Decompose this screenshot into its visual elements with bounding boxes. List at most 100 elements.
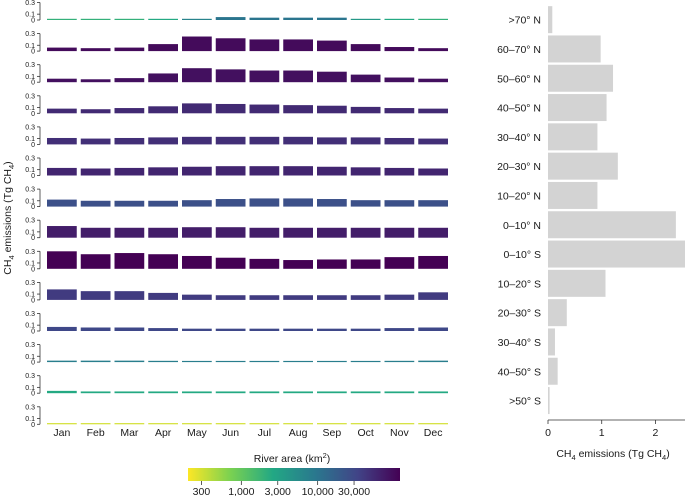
- monthly-bar: [215, 103, 246, 114]
- monthly-bar: [80, 423, 111, 425]
- monthly-bar: [47, 78, 77, 83]
- monthly-bar: [80, 291, 111, 300]
- latitude-label: 0–10° N: [503, 220, 541, 232]
- monthly-bar: [418, 255, 448, 269]
- monthly-bar: [350, 137, 381, 145]
- monthly-bar: [80, 168, 111, 176]
- monthly-bar: [350, 18, 381, 20]
- latitude-bar: [548, 387, 550, 415]
- monthly-bar: [182, 103, 212, 114]
- monthly-bar: [350, 360, 381, 363]
- panel-y-tick-label: 0: [31, 235, 35, 242]
- monthly-bar: [317, 360, 347, 363]
- monthly-bar: [215, 227, 246, 238]
- panel-y-tick-label: 0.3: [25, 373, 35, 380]
- panel-y-tick-label: 0.1: [25, 354, 35, 361]
- monthly-bar: [350, 167, 381, 176]
- monthly-bar: [249, 166, 280, 176]
- panel-y-tick-label: 0: [31, 266, 35, 273]
- panel-row: 0.3 0.10: [25, 93, 448, 118]
- panel-y-tick-label: 0.1: [25, 323, 35, 330]
- latitude-label: 10–20° S: [498, 278, 541, 290]
- monthly-panels: 0.30.100.30.100.30.100.30.100.30.100.30.…: [25, 0, 448, 429]
- latitude-x-tick-label: 2: [653, 427, 659, 439]
- month-label: Mar: [120, 427, 139, 439]
- monthly-bar: [418, 48, 448, 52]
- latitude-label: 50–60° N: [497, 73, 541, 85]
- monthly-bar: [283, 17, 313, 20]
- monthly-bar: [317, 17, 347, 20]
- panel-y-tick-label: 0.3: [25, 62, 35, 69]
- monthly-bar: [418, 292, 448, 300]
- panel-row: 0.3 0.10: [25, 124, 448, 149]
- monthly-bar: [350, 295, 381, 300]
- colorbar-tick-label: 3,000: [265, 486, 291, 496]
- monthly-bar: [350, 391, 381, 394]
- ylabel-part-1: CH: [2, 260, 14, 275]
- monthly-bar: [148, 73, 178, 83]
- monthly-bar: [249, 198, 280, 207]
- monthly-bar: [182, 255, 212, 269]
- month-label: Jul: [258, 427, 271, 439]
- colorbar-title-part-2: ): [327, 453, 331, 465]
- monthly-bar: [47, 167, 77, 176]
- monthly-bar: [148, 254, 178, 269]
- month-label: May: [187, 427, 208, 439]
- monthly-bar: [283, 260, 313, 269]
- panel-y-tick-label: 0.3: [25, 311, 35, 318]
- monthly-bar: [47, 390, 77, 394]
- panel-row: 0.3 0.10: [25, 31, 448, 56]
- latitude-label: 20–30° N: [497, 161, 541, 173]
- monthly-bar: [317, 105, 347, 114]
- monthly-bar: [317, 259, 347, 269]
- monthly-bar: [114, 137, 145, 145]
- monthly-bar: [148, 44, 178, 52]
- monthly-bar: [249, 423, 280, 425]
- monthly-bar: [182, 36, 212, 52]
- panel-y-tick-label: 0: [31, 49, 35, 56]
- monthly-bar: [114, 47, 145, 52]
- monthly-bar: [350, 259, 381, 269]
- monthly-bar: [182, 18, 212, 20]
- panel-y-tick-label: 0.3: [25, 124, 35, 131]
- monthly-bar: [215, 257, 246, 269]
- monthly-bar: [283, 227, 313, 238]
- monthly-bar: [80, 227, 111, 238]
- month-label: Nov: [390, 427, 409, 439]
- monthly-bar: [215, 360, 246, 363]
- panel-y-tick-label: 0.3: [25, 249, 35, 256]
- panel-y-tick-label: 0.1: [25, 385, 35, 392]
- monthly-bar: [249, 258, 280, 269]
- monthly-bar: [80, 138, 111, 145]
- monthly-bar: [384, 77, 415, 83]
- latitude-label: 40–50° N: [497, 103, 541, 115]
- panel-y-tick-label: 0.1: [25, 136, 35, 143]
- monthly-bar: [215, 69, 246, 83]
- monthly-bar: [80, 109, 111, 114]
- monthly-bar: [317, 166, 347, 176]
- monthly-bar: [148, 18, 178, 20]
- panel-y-tick-label: 0: [31, 422, 35, 429]
- monthly-bar: [384, 423, 415, 425]
- latitude-bar: [548, 211, 676, 239]
- monthly-bar: [317, 328, 347, 331]
- monthly-bar: [350, 74, 381, 83]
- monthly-bar: [350, 328, 381, 331]
- monthly-bar: [249, 391, 280, 394]
- latitude-bar: [548, 181, 598, 209]
- monthly-bar: [249, 328, 280, 331]
- panel-row: 0.3 0.10: [25, 218, 448, 242]
- monthly-bar: [47, 108, 77, 114]
- monthly-bar: [249, 227, 280, 238]
- monthly-bar: [350, 423, 381, 425]
- monthly-bar: [283, 166, 313, 176]
- monthly-bar: [114, 423, 145, 425]
- ylabel-part-2: emissions (Tg CH: [2, 169, 14, 255]
- monthly-bar: [47, 47, 77, 52]
- latitude-x-ticks: 0 1 2: [545, 420, 659, 439]
- latitude-label: 0–10° S: [504, 249, 541, 261]
- monthly-bar: [114, 227, 145, 238]
- monthly-bar: [47, 326, 77, 331]
- monthly-bar: [418, 423, 448, 425]
